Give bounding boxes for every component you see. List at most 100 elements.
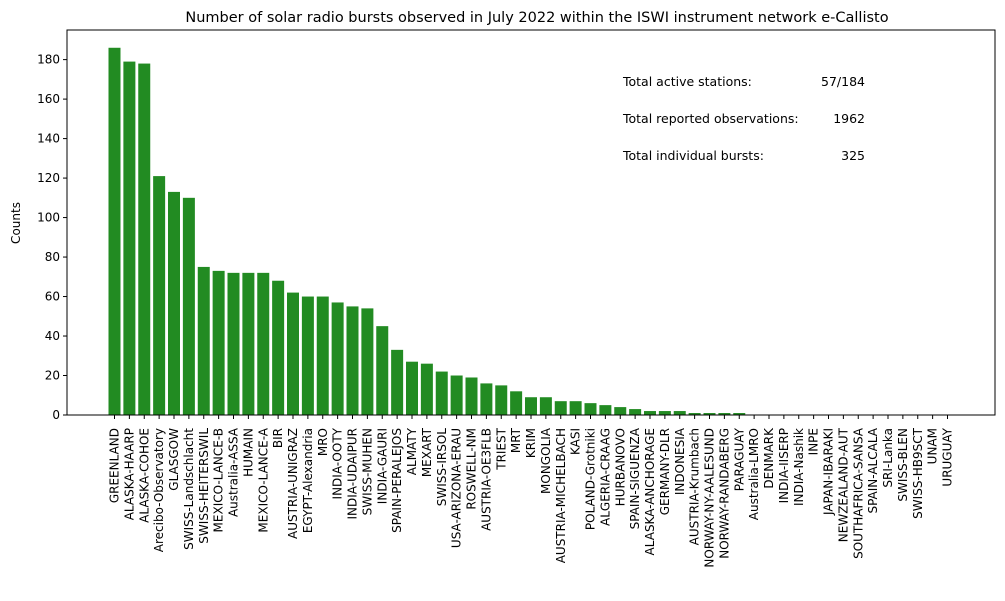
x-tick-label: MRT — [509, 427, 523, 453]
bar-INDIA-OOTY — [331, 302, 344, 415]
y-tick-label: 120 — [37, 171, 60, 185]
y-tick-label: 100 — [37, 211, 60, 225]
y-axis-ticks: 0 20 40 60 80 100 120 140 160 180 — [37, 53, 67, 422]
x-tick-label: DENMARK — [762, 427, 776, 489]
y-tick-label: 160 — [37, 92, 60, 106]
x-tick-label: SWISS-IRSOL — [435, 428, 449, 507]
bar-NORWAY-NY-AALESUND — [703, 413, 716, 415]
x-tick-label: PARAGUAY — [732, 427, 746, 491]
bar-SPAIN-PERALEJOS — [391, 349, 404, 415]
bar-MRT — [510, 391, 523, 415]
x-tick-label: KASI — [569, 428, 583, 455]
x-tick-label: BIR — [271, 428, 285, 448]
x-axis-ticks: GREENLAND ALASKA-HAARP ALASKA-COHOE Arecibo… — [108, 415, 955, 568]
x-tick-label: EGYPT-Alexandria — [301, 428, 315, 533]
x-tick-label: INDONESIA — [673, 427, 687, 495]
bar-AUSTRIA-Krumbach — [688, 413, 701, 415]
bar-HURBANOVO — [614, 407, 627, 415]
bar-SWISS-HEITERSWIL — [197, 266, 210, 415]
x-tick-label: SPAIN-PERALEJOS — [390, 428, 404, 533]
y-tick-label: 140 — [37, 132, 60, 146]
x-tick-label: MEXART — [420, 427, 434, 477]
bar-INDONESIA — [673, 411, 686, 415]
x-tick-label: INDIA-OOTY — [331, 427, 345, 499]
bar-Arecibo-Observatory — [153, 176, 166, 415]
x-tick-label: INDIA-UDAIPUR — [346, 428, 360, 520]
x-tick-label: AUSTRIA-OE3FLB — [479, 428, 493, 531]
bar-Australia-ASSA — [227, 272, 240, 415]
bar-MEXICO-LANCE-A — [257, 272, 270, 415]
bar-SWISS-MUHEN — [361, 308, 374, 415]
x-tick-label: SWISS-BLEN — [896, 428, 910, 502]
x-tick-label: Australia-ASSA — [227, 427, 241, 517]
x-tick-label: INDIA-IISERP — [777, 428, 791, 503]
x-tick-label: URUGUAY — [941, 427, 955, 486]
x-tick-label: INDIA-GAURI — [375, 428, 389, 504]
plot-frame — [66, 29, 996, 416]
x-tick-label: KRIM — [524, 428, 538, 458]
bar-INDIA-UDAIPUR — [346, 306, 359, 415]
y-tick-label: 180 — [37, 53, 60, 67]
bar-MEXICO-LANCE-B — [212, 270, 225, 415]
annotation-value: 57/184 — [821, 74, 865, 89]
bar-EGYPT-Alexandria — [301, 296, 314, 415]
x-tick-label: SWISS-Landschlacht — [182, 428, 196, 550]
x-tick-label: GERMANY-DLR — [658, 428, 672, 515]
summary-annotations: Total active stations: 57/184 Total report… — [622, 74, 865, 163]
bar-USA-ARIZONA-ERAU — [450, 375, 463, 415]
bar-ALASKA-COHOE — [138, 63, 151, 416]
bar-NORWAY-RANDABERG — [718, 413, 731, 415]
x-tick-label: NORWAY-NY-AALESUND — [703, 428, 717, 568]
x-tick-label: HUMAIN — [241, 428, 255, 477]
bar-GERMANY-DLR — [658, 411, 671, 415]
x-tick-label: SWISS-HB9SCT — [911, 427, 925, 518]
x-tick-label: ALASKA-COHOE — [137, 428, 151, 523]
x-tick-label: UNAM — [926, 428, 940, 464]
bar-KASI — [569, 401, 582, 415]
annotation-value: 1962 — [833, 111, 865, 126]
bar-ALASKA-HAARP — [123, 61, 136, 416]
bar-ALASKA-ANCHORAGE — [644, 411, 656, 415]
x-tick-label: USA-ARIZONA-ERAU — [450, 428, 464, 548]
x-tick-label: HURBANOVO — [613, 428, 627, 506]
bar-GREENLAND — [108, 47, 121, 416]
bar-BIR — [272, 280, 285, 415]
x-tick-label: ROSWELL-NM — [465, 428, 479, 510]
x-tick-label: GLASGOW — [167, 428, 181, 491]
bar-AUSTRIA-OE3FLB — [480, 383, 493, 415]
x-tick-label: SPAIN-SIGUENZA — [628, 427, 642, 529]
bar-GLASGOW — [168, 191, 180, 415]
bar-MRO — [316, 296, 329, 415]
x-tick-label: INDIA-Nashik — [792, 428, 806, 506]
bar-POLAND-Grotniki — [584, 403, 597, 415]
x-tick-label: ALASKA-HAARP — [122, 428, 136, 520]
bar-INDIA-GAURI — [376, 326, 389, 415]
x-tick-label: ALASKA-ANCHORAGE — [643, 428, 657, 555]
x-tick-label: NORWAY-RANDABERG — [717, 428, 731, 559]
bar-SPAIN-SIGUENZA — [629, 409, 642, 415]
bar-ALMATY — [406, 361, 418, 415]
x-tick-label: POLAND-Grotniki — [584, 428, 598, 530]
y-tick-label: 20 — [45, 369, 60, 383]
annotation-label: Total individual bursts: — [622, 148, 764, 163]
bar-TRIEST — [495, 385, 508, 415]
chart-title: Number of solar radio bursts observed in… — [185, 10, 888, 26]
x-tick-label: SPAIN-ALCALA — [866, 427, 880, 513]
bar-ALGERIA-CRAAG — [599, 405, 612, 415]
x-tick-label: MEXICO-LANCE-B — [212, 428, 226, 532]
bars-group — [108, 47, 746, 416]
bar-SWISS-Landschlacht — [182, 197, 195, 415]
x-tick-label: MEXICO-LANCE-A — [256, 427, 270, 532]
x-tick-label: ALGERIA-CRAAG — [598, 428, 612, 526]
annotation-label: Total reported observations: — [622, 111, 799, 126]
x-tick-label: ALMATY — [405, 427, 419, 475]
annotation-value: 325 — [841, 148, 865, 163]
x-tick-label: Arecibo-Observatory — [152, 428, 166, 552]
x-tick-label: SWISS-HEITERSWIL — [197, 428, 211, 544]
bar-AUSTRIA-UNIGRAZ — [287, 292, 299, 415]
annotation-label: Total active stations: — [622, 74, 752, 89]
x-tick-label: AUSTRIA-UNIGRAZ — [286, 428, 300, 539]
x-tick-label: AUSTRIA-Krumbach — [688, 428, 702, 545]
bar-AUSTRIA-MICHELBACH — [554, 401, 567, 415]
